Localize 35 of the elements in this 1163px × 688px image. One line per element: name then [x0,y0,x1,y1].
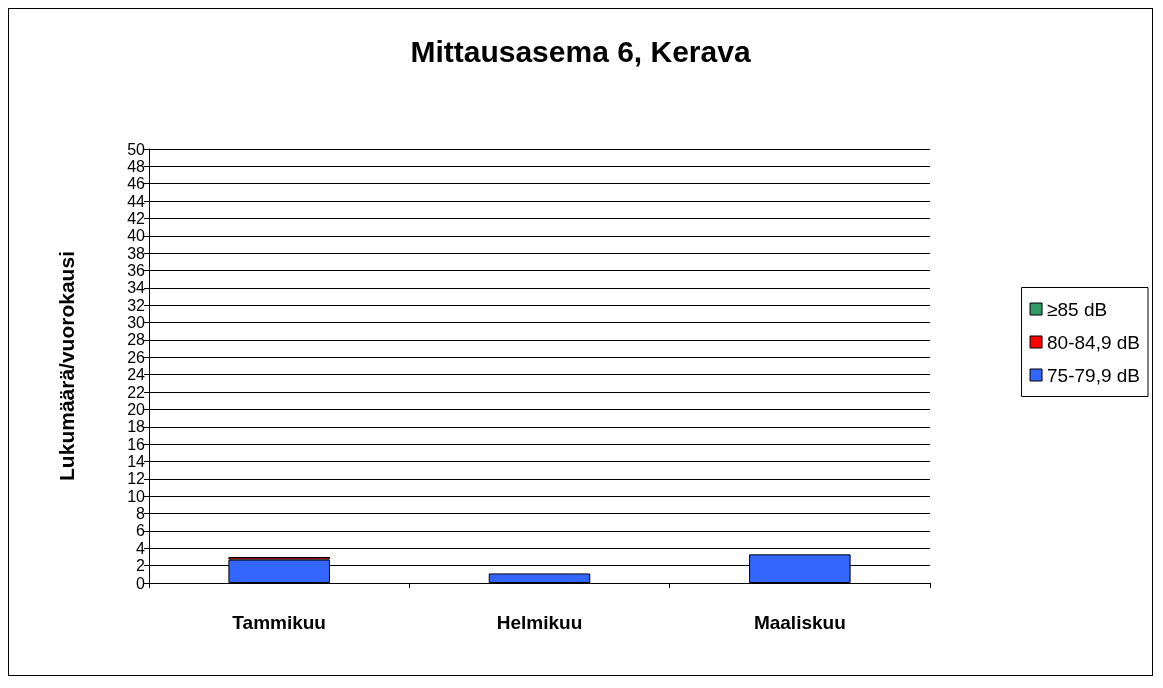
x-tick-label: Helmikuu [496,612,583,633]
y-tick-label: 32 [127,296,146,314]
y-tick-label: 42 [127,209,146,227]
y-tick-label: 40 [127,227,146,245]
y-tick-label: 38 [127,244,146,262]
legend-label: 80-84,9 dB [1047,331,1141,353]
y-tick-label: 14 [127,452,146,470]
legend-label: 75-79,9 dB [1047,364,1141,386]
y-axis-title: Lukumäärä/vuorokausi [55,251,78,481]
y-tick-label: 16 [127,435,146,453]
y-tick-label: 28 [127,331,146,349]
x-tick-label: Maaliskuu [753,612,846,633]
y-tick-label: 30 [127,314,146,332]
y-tick-label: 8 [136,505,146,523]
x-tick-label: Tammikuu [232,612,326,633]
chart-title: Mittausasema 6, Kerava [410,34,751,68]
y-tick-label: 10 [127,487,146,505]
y-tick-label: 50 [127,140,146,158]
y-tick-label: 4 [136,539,146,557]
y-tick-label: 44 [127,192,146,210]
bar [488,573,591,583]
y-tick-label: 20 [127,400,146,418]
y-tick-label: 26 [127,348,146,366]
y-tick-label: 22 [127,383,146,401]
y-tick-label: 48 [127,157,146,175]
y-tick-label: 24 [127,366,146,384]
y-tick-label: 2 [136,557,146,575]
y-tick-label: 12 [127,470,146,488]
y-tick-label: 6 [136,522,146,540]
legend-label: ≥85 dB [1047,298,1108,320]
y-tick-label: 0 [136,574,146,592]
y-tick-label: 46 [127,175,146,193]
y-tick-label: 36 [127,262,146,280]
y-tick-label: 34 [127,279,146,297]
y-tick-label: 18 [127,418,146,436]
